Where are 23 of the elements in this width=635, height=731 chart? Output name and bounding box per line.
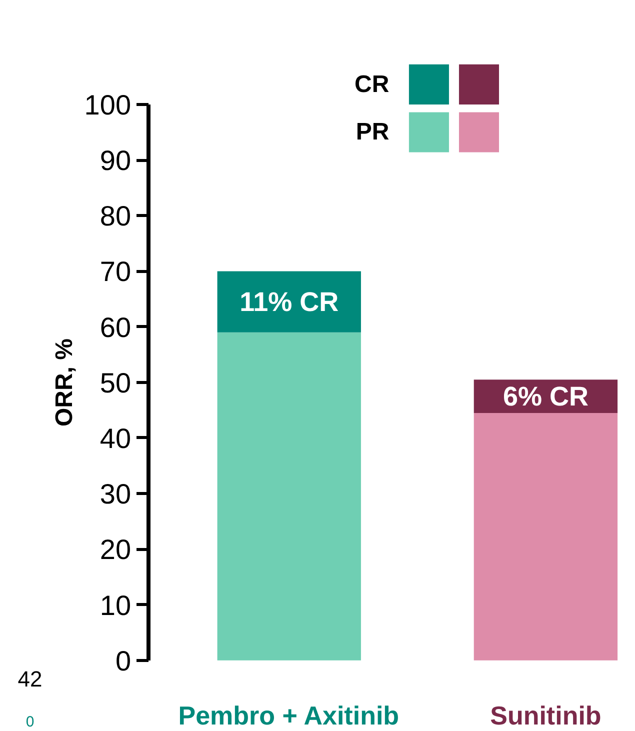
bar [217, 332, 361, 660]
text: 0 [26, 713, 34, 730]
y-tick-label: 50 [100, 367, 132, 398]
x-tick-label: Pembro + Axitinib [178, 700, 400, 730]
legend-label: PR [356, 118, 390, 146]
y-tick-label: 0 [115, 645, 132, 676]
data-label: 11% CR [240, 286, 339, 317]
y-tick-label: 20 [100, 534, 132, 566]
y-tick-label: 10 [100, 590, 132, 621]
y-tick-label: 90 [100, 145, 132, 176]
legend-label: CR [354, 70, 390, 98]
bar [474, 412, 618, 660]
y-tick-label: 40 [100, 422, 132, 454]
bar [217, 271, 361, 332]
y-axis-title: ORR, % [50, 338, 78, 427]
x-tick-label: Sunitinib [490, 700, 602, 730]
y-tick-label: 80 [100, 200, 132, 232]
y-tick-label: 60 [100, 312, 132, 343]
y-tick-label: 30 [100, 478, 132, 510]
y-tick-label: 100 [84, 89, 132, 120]
text: 42 [18, 666, 42, 692]
y-tick-label: 70 [100, 256, 132, 288]
data-label: 6% CR [502, 381, 588, 412]
